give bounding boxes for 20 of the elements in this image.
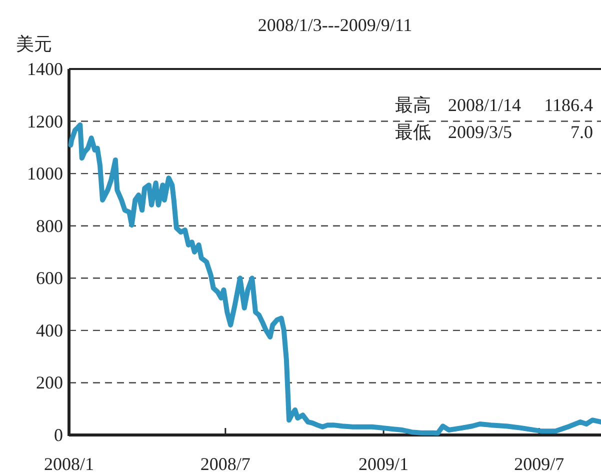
ytick: 1400 (27, 59, 63, 79)
ytick: 0 (54, 425, 63, 445)
ytick: 200 (36, 372, 63, 393)
annotation: 7.0 (570, 122, 593, 142)
ytick: 400 (36, 320, 63, 340)
annotation: 最高 (395, 95, 431, 115)
title: 2008/1/3---2009/9/11 (258, 15, 412, 35)
ytick: 1000 (27, 164, 63, 184)
xtick: 2009/1 (358, 454, 409, 474)
ylabel: 美元 (16, 34, 52, 54)
annotation: 最低 (395, 122, 431, 142)
ytick: 1200 (27, 111, 63, 132)
annotation: 1186.4 (544, 95, 593, 115)
xtick: 2009/7 (514, 454, 564, 474)
annotation: 2009/3/5 (448, 122, 512, 142)
xtick: 2008/7 (200, 454, 250, 474)
ytick: 800 (36, 216, 63, 236)
ytick: 600 (36, 268, 63, 288)
annotation: 2008/1/14 (448, 95, 522, 115)
xtick: 2008/1 (44, 454, 94, 474)
